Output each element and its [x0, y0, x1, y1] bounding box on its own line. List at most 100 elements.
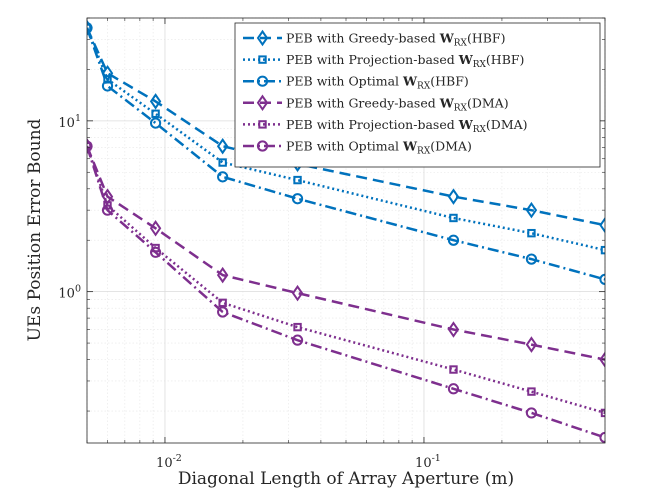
data-point-circle — [291, 193, 304, 205]
data-point-circle — [525, 253, 538, 265]
data-point-diamond — [525, 201, 538, 219]
data-point-circle — [149, 117, 162, 129]
legend-label-bold: W — [402, 74, 418, 89]
data-point-circle — [291, 334, 304, 346]
data-point-square — [293, 175, 302, 185]
data-point-circle — [217, 171, 229, 183]
y-tick-label-base: 10 — [58, 287, 75, 302]
data-point-diamond — [447, 188, 460, 205]
legend-swatch-diamond — [256, 94, 269, 112]
legend-swatch-circle — [256, 140, 269, 152]
axis-ticks — [86, 17, 606, 443]
legend-label-suffix: (DMA) — [467, 95, 509, 110]
legend-label: PEB with Projection-based WRX(DMA) — [286, 117, 528, 135]
series-2 — [87, 23, 605, 255]
legend-label-suffix: (HBF) — [430, 74, 469, 89]
y-tick-label-base: 10 — [58, 116, 75, 131]
x-tick-label-base: 10 — [156, 456, 173, 471]
series-line — [87, 27, 605, 252]
series-line — [87, 145, 605, 361]
x-tick-label: 10-1 — [415, 453, 441, 471]
legend-label-prefix: PEB with Optimal — [286, 139, 403, 154]
data-point-diamond — [216, 137, 229, 155]
y-tick-label-exponent: 1 — [75, 113, 81, 124]
series-line — [87, 27, 605, 281]
x-tick-label-exponent: -2 — [173, 453, 182, 464]
y-axis-title: UEs Position Error Bound — [25, 118, 45, 341]
legend-swatch-circle — [256, 75, 269, 87]
legend-entry: PEB with Optimal WRX(HBF) — [243, 74, 469, 92]
data-point-square — [527, 387, 536, 396]
legend-label-bold: W — [402, 139, 418, 154]
legend-label-prefix: PEB with Projection-based — [286, 117, 459, 132]
legend-label-prefix: PEB with Greedy-based — [286, 31, 440, 46]
x-tick-label-base: 10 — [415, 456, 432, 471]
legend-label-bold: W — [439, 31, 455, 46]
legend-box — [234, 22, 601, 168]
data-point-circle — [599, 273, 605, 285]
legend-label: PEB with Optimal WRX(HBF) — [286, 74, 469, 92]
legend-label-suffix: (DMA) — [430, 139, 472, 154]
legend-entry: PEB with Projection-based WRX(HBF) — [243, 52, 524, 70]
x-axis-title: Diagonal Length of Array Aperture (m) — [178, 469, 514, 489]
data-point-square — [218, 158, 227, 167]
y-tick-label: 101 — [58, 113, 81, 131]
data-point-diamond — [599, 216, 605, 234]
legend-label-suffix: (DMA) — [486, 117, 528, 132]
legend-swatch-diamond — [256, 29, 269, 47]
data-point-diamond — [149, 93, 162, 110]
legend-label-prefix: PEB with Optimal — [286, 74, 403, 89]
legend-label-bold: W — [439, 95, 455, 110]
series-line — [87, 145, 605, 415]
data-point-circle — [447, 234, 460, 246]
data-point-circle — [101, 80, 114, 92]
x-tick-label: 10-2 — [156, 453, 182, 471]
data-point-diamond — [599, 351, 605, 368]
legend-label-suffix: (HBF) — [467, 31, 506, 46]
y-tick-label-exponent: 0 — [75, 284, 81, 295]
legend-label: PEB with Optimal WRX(DMA) — [286, 139, 472, 157]
legend-label-sub: RX — [417, 147, 431, 157]
data-point-square — [527, 228, 536, 238]
data-point-circle — [217, 306, 229, 318]
series-layer — [87, 19, 605, 443]
data-point-square — [151, 109, 160, 118]
data-point-square — [449, 213, 458, 223]
legend-label-bold: W — [458, 52, 474, 67]
legend-label: PEB with Greedy-based WRX(HBF) — [286, 31, 505, 49]
legend: PEB with Greedy-based WRX(HBF)PEB with P… — [234, 22, 601, 168]
legend-entry: PEB with Projection-based WRX(DMA) — [243, 117, 528, 135]
legend-label: PEB with Projection-based WRX(HBF) — [286, 52, 524, 70]
series-6 — [87, 140, 605, 443]
data-point-circle — [149, 246, 162, 258]
legend-label: PEB with Greedy-based WRX(DMA) — [286, 95, 509, 113]
data-point-diamond — [291, 284, 304, 302]
legend-swatch-square — [258, 120, 267, 129]
legend-label-sub: RX — [417, 82, 431, 92]
legend-label-bold: W — [458, 117, 474, 132]
data-point-circle — [599, 431, 605, 443]
legend-label-prefix: PEB with Greedy-based — [286, 95, 440, 110]
data-point-circle — [447, 383, 460, 395]
data-point-diamond — [216, 266, 229, 284]
legend-entry: PEB with Greedy-based WRX(DMA) — [243, 94, 509, 113]
data-point-diamond — [149, 220, 162, 237]
legend-entry: PEB with Optimal WRX(DMA) — [243, 139, 472, 157]
data-point-square — [449, 365, 458, 374]
legend-label-sub: RX — [473, 125, 487, 135]
y-tick-label: 100 — [58, 284, 81, 302]
legend-label-sub: RX — [454, 103, 468, 113]
legend-entry: PEB with Greedy-based WRX(HBF) — [243, 29, 505, 49]
legend-label-prefix: PEB with Projection-based — [286, 52, 459, 67]
legend-label-sub: RX — [473, 60, 487, 70]
legend-label-sub: RX — [454, 39, 468, 49]
data-point-square — [218, 298, 227, 308]
data-point-square — [293, 322, 302, 332]
data-point-circle — [525, 407, 538, 419]
legend-label-suffix: (HBF) — [486, 52, 525, 67]
x-tick-label-exponent: -1 — [432, 453, 441, 464]
data-point-diamond — [525, 336, 538, 353]
data-point-diamond — [447, 321, 460, 338]
